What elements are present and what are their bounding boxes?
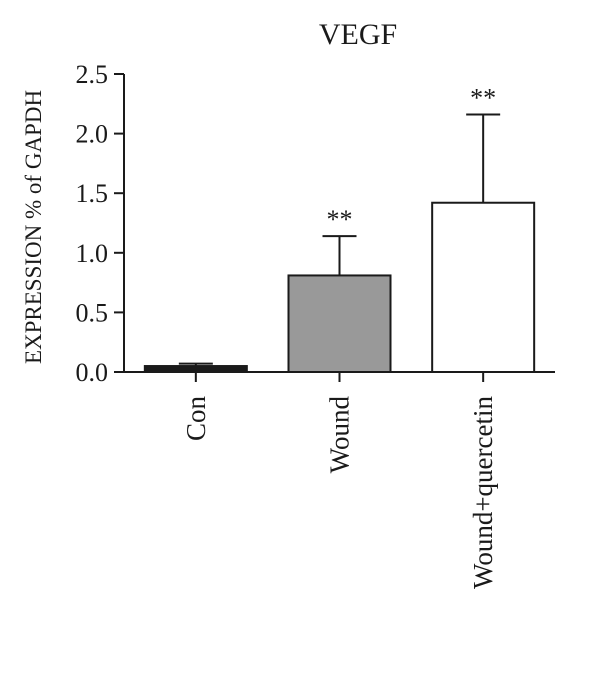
y-tick-label: 2.0	[76, 120, 109, 149]
chart-title: VEGF	[319, 18, 397, 51]
y-tick-label: 1.0	[76, 239, 109, 268]
x-axis: Con Wound Wound+quercetin	[124, 371, 555, 589]
bar-wound-quercetin	[431, 201, 536, 373]
y-axis: 0.0 0.5 1.0 1.5 2.0 2.5	[76, 60, 125, 387]
x-tick-label: Con	[181, 396, 211, 442]
y-tick-label: 0.5	[76, 298, 109, 327]
x-tick-label: Wound	[325, 396, 355, 474]
y-axis-label: EXPRESSION % of GAPDH	[21, 90, 46, 364]
y-tick-label: 1.5	[76, 179, 109, 208]
significance-label: **	[327, 205, 353, 234]
bars: ** **	[143, 84, 536, 374]
significance-label: **	[470, 84, 496, 113]
bar-wound	[287, 274, 392, 373]
y-tick-label: 0.0	[76, 358, 109, 387]
bar-con	[143, 365, 248, 374]
x-tick-label: Wound+quercetin	[468, 396, 498, 589]
y-tick-label: 2.5	[76, 60, 109, 89]
